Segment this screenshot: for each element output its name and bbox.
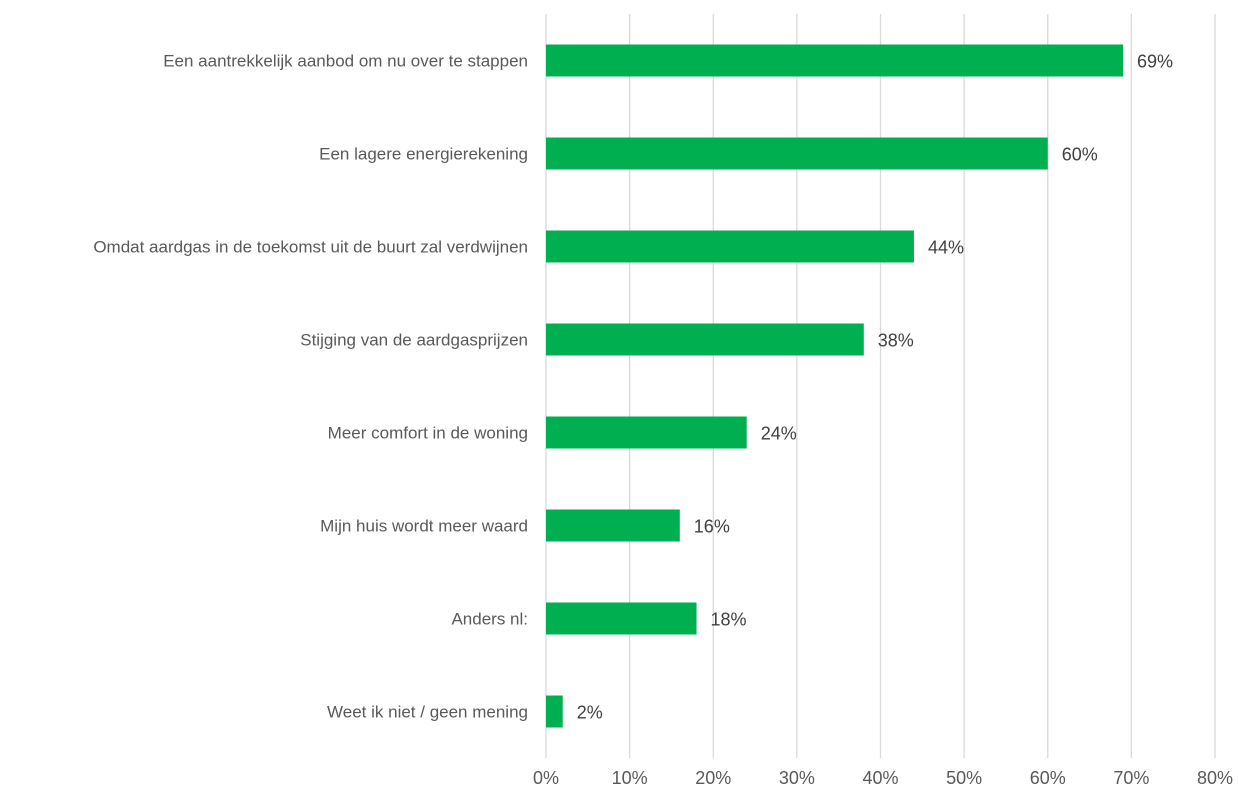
x-axis-tick-labels: 0% 10% 20% 30% 40% 50% 60% 70% 80% (533, 768, 1233, 788)
value-label: 44% (928, 238, 964, 258)
x-tick-label: 30% (779, 768, 815, 788)
bar (546, 509, 680, 542)
category-label: Meer comfort in de woning (328, 424, 528, 443)
gridlines (545, 14, 1216, 758)
category-label: Omdat aardgas in de toekomst uit de buur… (93, 238, 528, 257)
value-label: 38% (878, 331, 914, 351)
bar (546, 230, 914, 263)
value-label: 69% (1137, 52, 1173, 72)
value-label: 16% (694, 517, 730, 537)
bar (546, 602, 697, 635)
x-tick-label: 20% (695, 768, 731, 788)
category-label: Stijging van de aardgasprijzen (300, 331, 528, 350)
value-label: 24% (761, 424, 797, 444)
x-tick-label: 40% (862, 768, 898, 788)
value-label: 18% (711, 610, 747, 630)
x-tick-label: 70% (1113, 768, 1149, 788)
category-label: Mijn huis wordt meer waard (320, 517, 528, 536)
value-label: 2% (577, 703, 603, 723)
value-labels: 69% 60% 44% 38% 24% 16% 18% 2% (577, 52, 1173, 723)
category-labels: Een aantrekkelijk aanbod om nu over te s… (93, 52, 528, 722)
category-label: Anders nl: (451, 610, 528, 629)
bar (546, 44, 1124, 77)
x-tick-label: 80% (1197, 768, 1233, 788)
category-label: Een aantrekkelijk aanbod om nu over te s… (163, 52, 528, 71)
category-label: Een lagere energierekening (319, 145, 528, 164)
bar (546, 695, 563, 728)
x-tick-label: 50% (946, 768, 982, 788)
bar (546, 323, 864, 356)
category-label: Weet ik niet / geen mening (327, 703, 528, 722)
bar (546, 416, 747, 449)
value-label: 60% (1062, 145, 1098, 165)
x-tick-label: 0% (533, 768, 559, 788)
x-tick-label: 60% (1030, 768, 1066, 788)
x-tick-label: 10% (612, 768, 648, 788)
bar (546, 137, 1048, 170)
bars (546, 44, 1124, 728)
